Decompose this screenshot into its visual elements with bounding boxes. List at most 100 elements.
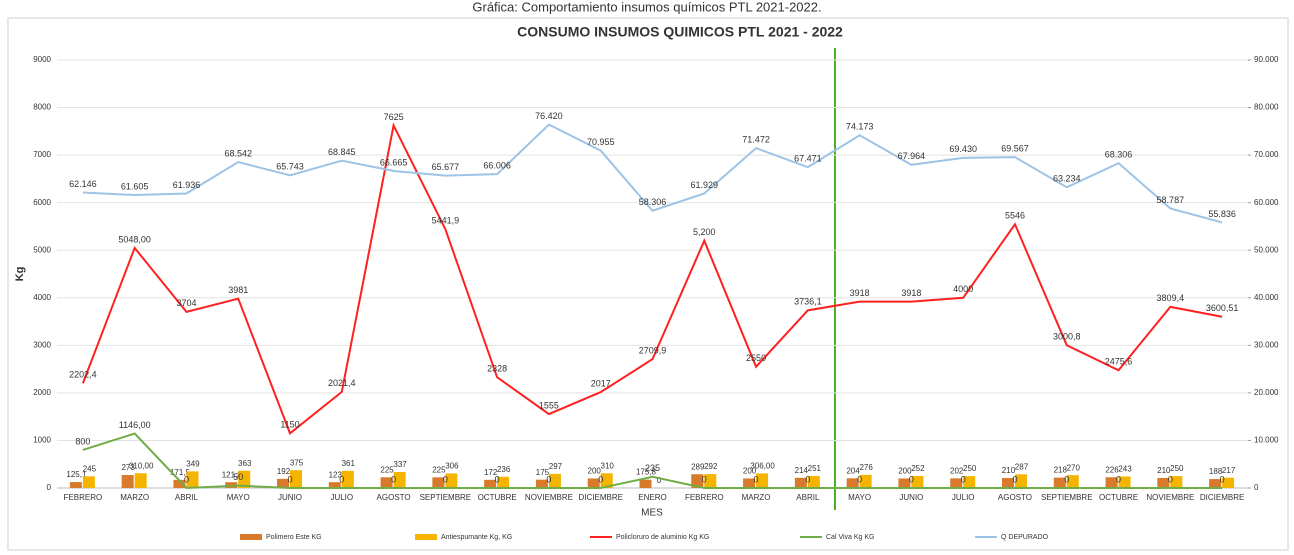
bar: [1170, 476, 1183, 488]
data-label: 62.146: [69, 179, 97, 189]
data-label: 69.430: [949, 144, 977, 154]
data-label: 2021,4: [328, 378, 356, 388]
caption: Gráfica: Comportamiento insumos químicos…: [472, 0, 821, 14]
x-tick-label: MAYO: [227, 493, 250, 502]
y2-tick-label: 30.000: [1254, 340, 1279, 349]
data-label: 68.845: [328, 147, 356, 157]
data-label: 125,1: [66, 470, 87, 479]
data-label: 225: [380, 465, 394, 474]
data-label: 71.472: [742, 134, 770, 144]
data-label: 2202,4: [69, 370, 97, 380]
bar: [328, 482, 341, 488]
data-label: 375: [290, 458, 304, 467]
bar: [756, 473, 769, 488]
x-tick-label: MARZO: [120, 493, 149, 502]
x-tick-label: ENERO: [638, 493, 666, 502]
chart-title: CONSUMO INSUMOS QUIMICOS PTL 2021 - 2022: [517, 24, 843, 40]
x-tick-label: JUNIO: [899, 493, 923, 502]
data-label: 200: [743, 467, 757, 476]
data-label: 0: [288, 474, 293, 484]
bar: [82, 476, 95, 488]
data-label: 1555: [539, 400, 559, 410]
bar: [587, 478, 600, 488]
legend-label: Cal Viva Kg KG: [826, 534, 875, 541]
data-label: 0: [961, 474, 966, 484]
bar: [393, 471, 406, 488]
y2-tick-label: 50.000: [1254, 245, 1279, 254]
bar: [963, 476, 976, 488]
y2-tick-label: 40.000: [1254, 293, 1279, 302]
y-tick-label: 8000: [33, 103, 51, 112]
bar: [497, 476, 510, 488]
data-label: 175,8: [636, 468, 657, 477]
y-tick-label: 1000: [33, 436, 51, 445]
data-label: 214: [795, 466, 809, 475]
bar: [69, 482, 82, 488]
data-label: 0: [1064, 474, 1069, 484]
data-label: 61.936: [173, 180, 201, 190]
bar: [535, 479, 548, 488]
data-label: 67.964: [898, 151, 926, 161]
data-label: 0: [1116, 474, 1121, 484]
data-label: 66.665: [380, 157, 408, 167]
data-label: 65.743: [276, 162, 304, 172]
data-label: 0: [1012, 474, 1017, 484]
bar: [1222, 477, 1235, 488]
x-tick-label: NOVIEMBRE: [1146, 493, 1194, 502]
bar: [1066, 475, 1079, 488]
x-axis-label: MES: [641, 508, 663, 519]
bar: [1105, 477, 1118, 488]
x-tick-label: AGOSTO: [998, 493, 1032, 502]
data-label: 289: [691, 462, 705, 471]
y2-tick-label: 10.000: [1254, 436, 1279, 445]
bar: [911, 476, 924, 488]
legend-swatch: [415, 534, 437, 540]
bar: [950, 478, 963, 488]
data-label: 0: [443, 474, 448, 484]
data-label: 361: [342, 459, 356, 468]
y-tick-label: 7000: [33, 150, 51, 159]
y2-tick-label: 80.000: [1254, 103, 1279, 112]
data-label: 4000: [953, 284, 973, 294]
data-label: 202: [950, 467, 964, 476]
x-tick-label: JUNIO: [278, 493, 302, 502]
data-label: 0: [546, 474, 551, 484]
x-tick-label: OCTUBRE: [478, 493, 517, 502]
data-label: 3736,1: [794, 297, 822, 307]
data-label: 67.471: [794, 154, 822, 164]
data-label: 3704: [176, 298, 196, 308]
data-label: 287: [1015, 462, 1029, 471]
bar: [704, 474, 717, 488]
data-label: 236: [497, 465, 511, 474]
y-tick-label: 6000: [33, 198, 51, 207]
data-label: 69.567: [1001, 144, 1029, 154]
x-tick-label: ABRIL: [175, 493, 199, 502]
bar: [743, 478, 756, 488]
data-label: 121,8: [222, 470, 243, 479]
x-tick-label: JULIO: [952, 493, 975, 502]
data-label: 273: [121, 463, 135, 472]
data-label: 58.787: [1157, 195, 1185, 205]
legend-label: Policloruro de aluminio Kg KG: [616, 534, 709, 541]
data-label: 0: [184, 474, 189, 484]
data-label: 306,00: [750, 462, 775, 471]
bar: [277, 478, 290, 488]
data-label: 188: [1209, 467, 1223, 476]
x-tick-label: OCTUBRE: [1099, 493, 1138, 502]
data-label: 292: [704, 462, 718, 471]
line: [82, 432, 1223, 490]
bar: [548, 473, 561, 488]
x-tick-label: ABRIL: [796, 493, 820, 502]
y-axis-label: Kg: [14, 267, 26, 282]
data-label: 1146,00: [119, 420, 151, 430]
data-label: 235: [645, 463, 660, 473]
y2-tick-label: 60.000: [1254, 198, 1279, 207]
bar: [186, 471, 199, 488]
bar: [1001, 478, 1014, 488]
x-tick-label: FEBRERO: [64, 493, 103, 502]
data-label: 2328: [487, 364, 507, 374]
x-tick-label: SEPTIEMBRE: [1041, 493, 1093, 502]
data-label: 0: [909, 474, 914, 484]
x-tick-label: AGOSTO: [377, 493, 411, 502]
